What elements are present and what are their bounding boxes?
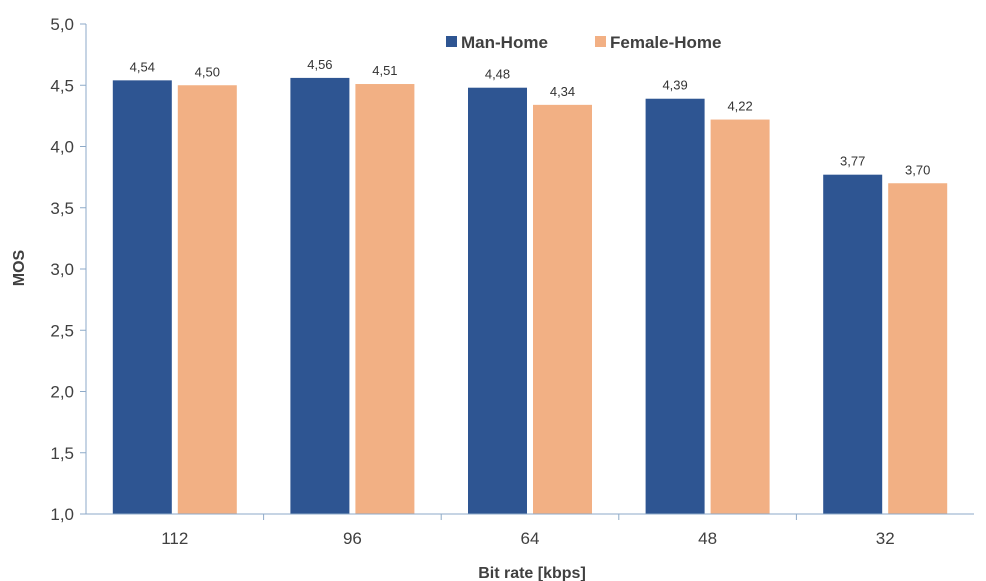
bar-man-home-96 <box>290 77 350 515</box>
bar-female-home-96 <box>355 84 415 515</box>
y-tick-label: 3,0 <box>50 260 74 279</box>
data-labels: 4,54 4,50 4,56 4,51 4,48 4,34 4,39 4,22 3,77 3,70 <box>130 57 931 177</box>
x-tick-label: 112 <box>161 529 188 548</box>
x-tick-label: 96 <box>343 529 362 548</box>
y-tick-label: 1,0 <box>50 505 74 524</box>
x-tick-label: 32 <box>876 529 895 548</box>
data-label-man-home-48: 4,39 <box>662 78 687 93</box>
legend: Man-Home Female-Home <box>446 33 721 52</box>
x-axis-ticks: 112 96 64 48 32 <box>161 514 895 548</box>
legend-label-female-home: Female-Home <box>610 33 721 52</box>
legend-swatch-man-home <box>446 36 457 47</box>
data-label-female-home-112: 4,50 <box>195 64 220 79</box>
data-label-female-home-96: 4,51 <box>372 63 397 78</box>
bar-female-home-32 <box>888 183 948 514</box>
y-axis-title: MOS <box>11 249 28 286</box>
y-tick-label: 4,5 <box>50 76 74 95</box>
x-tick-label: 64 <box>521 529 540 548</box>
x-tick-label: 48 <box>698 529 717 548</box>
data-label-man-home-96: 4,56 <box>307 57 332 72</box>
data-label-female-home-48: 4,22 <box>727 99 752 114</box>
data-label-female-home-32: 3,70 <box>905 162 930 177</box>
y-tick-label: 4,0 <box>50 138 74 157</box>
bar-female-home-112 <box>177 85 237 514</box>
data-label-female-home-64: 4,34 <box>550 84 575 99</box>
bars <box>112 77 948 515</box>
y-tick-label: 3,5 <box>50 199 74 218</box>
bar-female-home-48 <box>710 119 770 515</box>
y-tick-label: 5,0 <box>50 15 74 34</box>
legend-label-man-home: Man-Home <box>461 33 548 52</box>
bar-female-home-64 <box>533 104 592 514</box>
data-label-man-home-64: 4,48 <box>485 67 510 82</box>
y-tick-label: 1,5 <box>50 444 74 463</box>
y-axis-ticks: 1,0 1,5 2,0 2,5 3,0 3,5 4,0 4,5 5,0 <box>50 15 86 524</box>
bar-man-home-48 <box>645 98 705 514</box>
data-label-man-home-32: 3,77 <box>840 154 865 169</box>
legend-swatch-female-home <box>595 36 606 47</box>
bar-man-home-64 <box>468 87 527 514</box>
x-axis-title: Bit rate [kbps] <box>478 565 586 581</box>
bar-man-home-112 <box>112 80 172 514</box>
bar-man-home-32 <box>823 174 883 515</box>
y-tick-label: 2,0 <box>50 383 74 402</box>
data-label-man-home-112: 4,54 <box>130 59 155 74</box>
y-tick-label: 2,5 <box>50 321 74 340</box>
